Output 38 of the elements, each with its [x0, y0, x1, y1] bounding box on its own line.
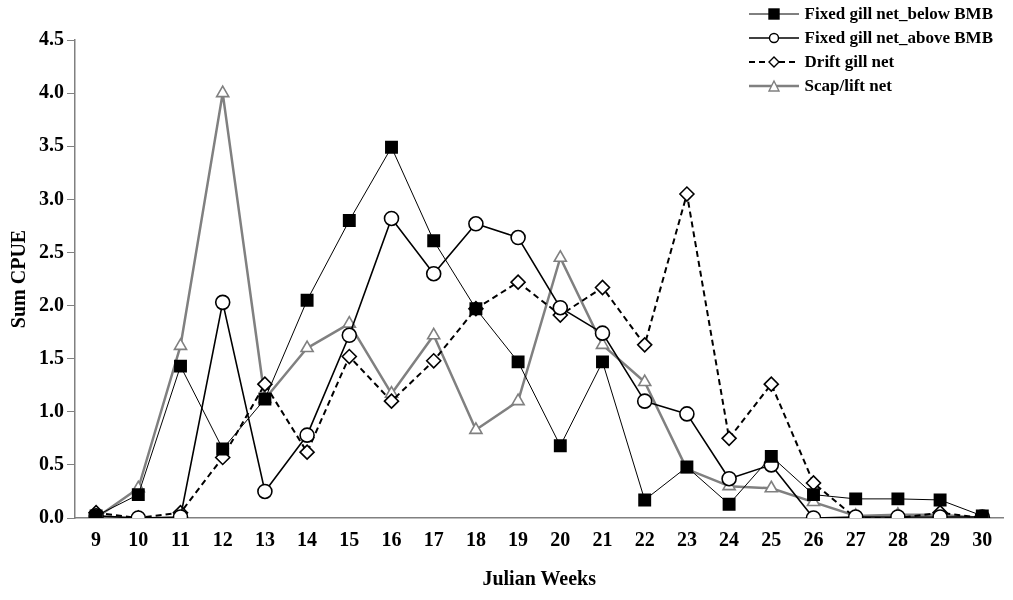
x-tick-label: 19 — [508, 528, 529, 551]
x-tick-label: 12 — [212, 528, 233, 551]
x-tick-label: 16 — [381, 528, 402, 551]
legend-label: Fixed gill net_below BMB — [804, 3, 993, 25]
x-tick-label: 11 — [171, 528, 190, 551]
x-tick-label: 15 — [339, 528, 360, 551]
x-tick-label: 21 — [592, 528, 613, 551]
x-tick-label: 20 — [550, 528, 571, 551]
legend-label: Drift gill net — [804, 51, 895, 73]
y-tick-label: 1.5 — [39, 345, 64, 368]
x-tick-label: 27 — [845, 528, 866, 551]
x-tick-label: 22 — [634, 528, 655, 551]
x-tick-label: 14 — [297, 528, 318, 551]
x-tick-label: 30 — [972, 528, 993, 551]
x-tick-label: 26 — [803, 528, 824, 551]
y-axis-title: Sum CPUE — [7, 229, 30, 329]
x-axis-title: Julian Weeks — [482, 567, 597, 590]
x-tick-label: 10 — [128, 528, 149, 551]
x-tick-label: 23 — [676, 528, 697, 551]
y-tick-label: 0.5 — [39, 452, 64, 475]
x-tick-label: 9 — [91, 528, 102, 551]
legend-label: Fixed gill net_above BMB — [804, 27, 993, 49]
x-tick-label: 18 — [465, 528, 486, 551]
x-tick-label: 17 — [423, 528, 444, 551]
y-tick-label: 3.5 — [39, 133, 64, 156]
y-tick-label: 4.0 — [39, 80, 64, 103]
x-tick-label: 25 — [761, 528, 782, 551]
legend-label: Scap/lift net — [804, 75, 892, 97]
x-tick-label: 29 — [930, 528, 951, 551]
x-tick-label: 13 — [254, 528, 275, 551]
x-tick-label: 28 — [887, 528, 908, 551]
y-tick-label: 0.0 — [39, 505, 64, 528]
y-tick-label: 2.5 — [39, 239, 64, 262]
y-tick-label: 3.0 — [39, 186, 64, 209]
y-tick-label: 2.0 — [39, 292, 64, 315]
y-tick-label: 4.5 — [39, 27, 64, 50]
x-tick-label: 24 — [719, 528, 740, 551]
y-tick-label: 1.0 — [39, 398, 64, 421]
